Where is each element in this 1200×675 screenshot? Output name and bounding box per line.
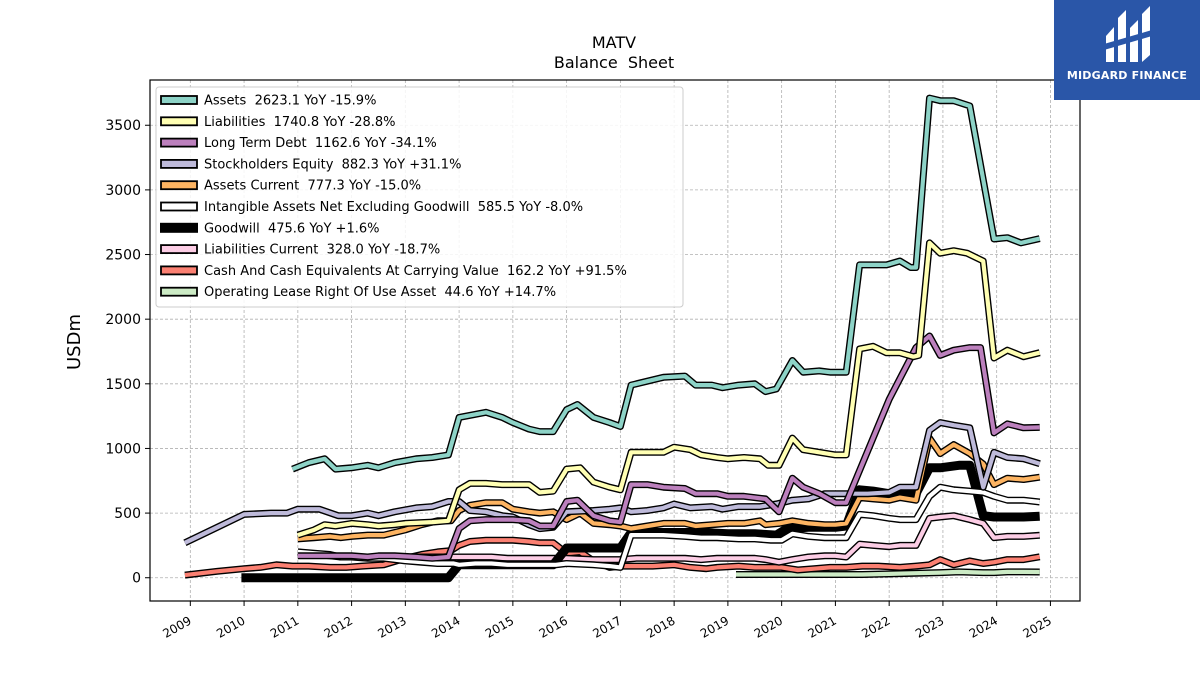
y-tick-label: 1500 bbox=[105, 377, 141, 393]
legend-label-liabilities: Liabilities 1740.8 YoY -28.8% bbox=[204, 115, 396, 130]
y-tick-label: 0 bbox=[132, 571, 141, 587]
legend-label-long-term-debt: Long Term Debt 1162.6 YoY -34.1% bbox=[204, 136, 437, 151]
x-tick-label: 2012 bbox=[322, 613, 355, 640]
x-tick-label: 2022 bbox=[859, 613, 892, 640]
legend-swatch-cash-and-cash-equivalents-at-carrying-value bbox=[160, 265, 198, 276]
legend-swatch-assets bbox=[160, 95, 198, 105]
legend-label-assets: Assets 2623.1 YoY -15.9% bbox=[204, 94, 376, 109]
x-tick-label: 2009 bbox=[160, 613, 193, 640]
x-tick-label: 2016 bbox=[537, 613, 570, 640]
legend: Assets 2623.1 YoY -15.9% Liabilities 1740… bbox=[155, 86, 684, 308]
series-layer bbox=[183, 94, 1041, 583]
legend-label-assets-current: Assets Current 777.3 YoY -15.0% bbox=[204, 179, 421, 194]
x-tick-label: 2018 bbox=[644, 613, 677, 640]
plot-frame bbox=[149, 79, 1081, 602]
legend-label-cash-and-cash-equivalents-at-carrying-value: Cash And Cash Equivalents At Carrying Va… bbox=[204, 264, 627, 279]
legend-swatch-goodwill bbox=[160, 222, 198, 233]
x-tick-label: 2013 bbox=[375, 613, 408, 640]
legend-label-liabilities-current: Liabilities Current 328.0 YoY -18.7% bbox=[204, 243, 440, 258]
brand-logo-icon bbox=[1104, 6, 1152, 62]
y-tick-label: 1000 bbox=[105, 441, 141, 457]
y-tick-label: 3500 bbox=[105, 118, 141, 134]
legend-swatch-assets-current bbox=[160, 180, 198, 191]
x-tick-label: 2010 bbox=[214, 613, 247, 640]
legend-swatch-intangible-assets-net-excluding-goodwill bbox=[160, 201, 198, 212]
y-axis-label: USDm bbox=[64, 314, 85, 370]
legend-swatch-stockholders-equity bbox=[160, 158, 198, 169]
x-tick-label: 2017 bbox=[590, 613, 623, 640]
brand-name: MIDGARD FINANCE bbox=[1066, 69, 1188, 82]
x-tick-label: 2014 bbox=[429, 613, 462, 640]
legend-swatch-operating-lease-right-of-use-asset bbox=[160, 286, 198, 297]
y-tick-label: 2000 bbox=[105, 312, 141, 328]
x-tick-label: 2025 bbox=[1020, 613, 1053, 640]
series-line-long-term-debt bbox=[297, 333, 1040, 561]
series-line-stockholders-equity bbox=[183, 420, 1041, 545]
series-line-intangible-assets-net-excluding-goodwill bbox=[297, 485, 1040, 570]
y-tick-label: 3000 bbox=[105, 183, 141, 199]
x-tick-label: 2024 bbox=[967, 613, 1000, 640]
x-tick-label: 2015 bbox=[483, 613, 516, 640]
x-tick-label: 2011 bbox=[268, 613, 301, 640]
x-tick-label: 2020 bbox=[752, 613, 785, 640]
x-tick-label: 2021 bbox=[805, 613, 838, 640]
legend-swatch-long-term-debt bbox=[160, 137, 198, 148]
x-tick-label: 2019 bbox=[698, 613, 731, 640]
chart-title: MATV bbox=[592, 33, 636, 52]
legend-label-stockholders-equity: Stockholders Equity 882.3 YoY +31.1% bbox=[204, 157, 461, 172]
series-line-assets bbox=[291, 96, 1041, 472]
y-tick-label: 2500 bbox=[105, 248, 141, 264]
chart-subtitle: Balance Sheet bbox=[554, 53, 674, 72]
brand-logo: MIDGARD FINANCE bbox=[1054, 0, 1200, 100]
legend-swatch-liabilities-current bbox=[160, 244, 198, 255]
legend-label-operating-lease-right-of-use-asset: Operating Lease Right Of Use Asset 44.6 … bbox=[204, 285, 556, 300]
legend-swatch-liabilities bbox=[160, 116, 198, 127]
legend-label-intangible-assets-net-excluding-goodwill: Intangible Assets Net Excluding Goodwill… bbox=[204, 200, 583, 215]
y-tick-label: 500 bbox=[114, 506, 141, 522]
x-tick-label: 2023 bbox=[913, 613, 946, 640]
series-line-operating-lease-right-of-use-asset bbox=[736, 569, 1040, 577]
legend-box bbox=[155, 86, 684, 308]
legend-label-goodwill: Goodwill 475.6 YoY +1.6% bbox=[204, 221, 379, 236]
series-line-liabilities bbox=[297, 240, 1041, 538]
